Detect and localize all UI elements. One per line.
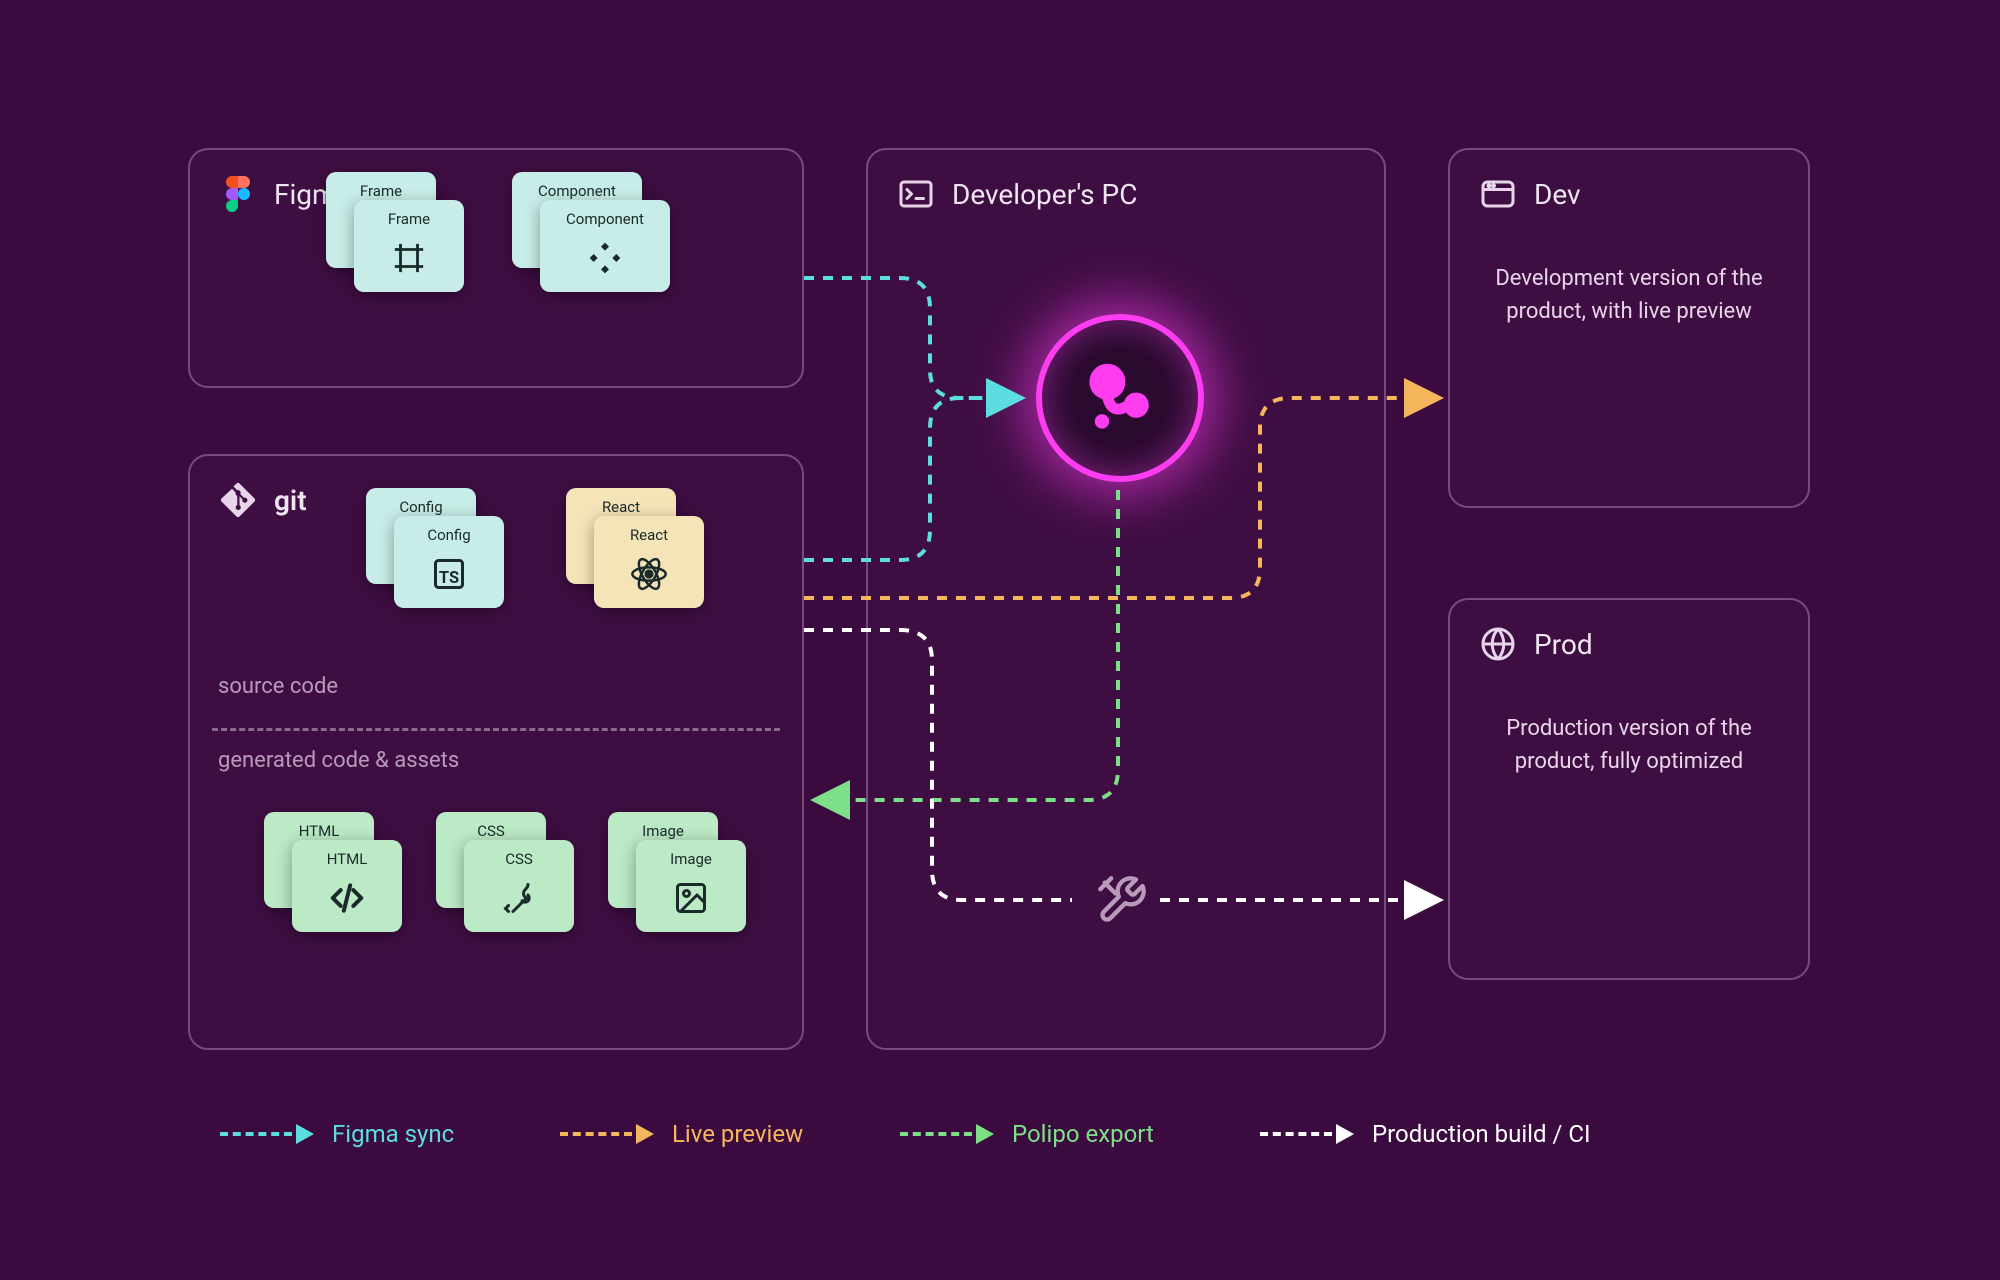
legend-line xyxy=(900,1132,972,1136)
image-card-front: Image xyxy=(636,840,746,932)
legend-arrow-icon xyxy=(296,1124,314,1144)
legend-polipo-export: Polipo export xyxy=(900,1120,1154,1148)
config-card-front: Config TS xyxy=(394,516,504,608)
frame-card-stack: Frame Frame xyxy=(326,172,456,302)
generated-code-label: generated code & assets xyxy=(218,748,459,773)
git-title: git xyxy=(274,484,307,517)
dev-title: Dev xyxy=(1534,178,1581,211)
git-divider xyxy=(212,728,780,731)
html-card-front: HTML xyxy=(292,840,402,932)
dev-description: Development version of the product, with… xyxy=(1450,262,1808,328)
legend-label: Production build / CI xyxy=(1372,1120,1591,1148)
prod-header: Prod xyxy=(1450,600,1808,672)
legend-label: Polipo export xyxy=(1012,1120,1154,1148)
image-icon xyxy=(669,876,713,920)
figma-header: Figma xyxy=(190,150,802,222)
frame-icon xyxy=(387,236,431,280)
react-card-stack: React React xyxy=(566,488,696,618)
terminal-icon xyxy=(898,176,934,212)
html-icon xyxy=(325,876,369,920)
polipo-logo xyxy=(1036,314,1204,482)
prod-description: Production version of the product, fully… xyxy=(1450,712,1808,778)
image-card-stack: Image Image xyxy=(608,812,738,942)
developer-title: Developer's PC xyxy=(952,178,1137,211)
figma-panel: Figma xyxy=(188,148,804,388)
css-card-front: CSS xyxy=(464,840,574,932)
dev-panel: Dev Development version of the product, … xyxy=(1448,148,1810,508)
config-card-stack: Config Config TS xyxy=(366,488,496,618)
prod-title: Prod xyxy=(1534,628,1593,661)
git-logo-icon xyxy=(220,482,256,518)
legend-arrow-icon xyxy=(976,1124,994,1144)
component-icon xyxy=(583,236,627,280)
legend-live-preview: Live preview xyxy=(560,1120,803,1148)
html-card-stack: HTML HTML xyxy=(264,812,394,942)
legend-arrow-icon xyxy=(636,1124,654,1144)
polipo-glyph-icon xyxy=(1075,353,1165,443)
react-icon xyxy=(627,552,671,596)
component-card-stack: Component Component xyxy=(512,172,642,302)
window-icon xyxy=(1480,176,1516,212)
legend-label: Figma sync xyxy=(332,1120,454,1148)
legend-line xyxy=(220,1132,292,1136)
react-card-front: React xyxy=(594,516,704,608)
developer-header: Developer's PC xyxy=(868,150,1384,222)
legend-arrow-icon xyxy=(1336,1124,1354,1144)
prod-panel: Prod Production version of the product, … xyxy=(1448,598,1810,980)
css-icon xyxy=(497,876,541,920)
legend-figma-sync: Figma sync xyxy=(220,1120,454,1148)
legend-line xyxy=(1260,1132,1332,1136)
dev-header: Dev xyxy=(1450,150,1808,222)
ts-icon: TS xyxy=(427,552,471,596)
css-card-stack: CSS CSS xyxy=(436,812,566,942)
source-code-label: source code xyxy=(218,674,338,699)
tools-icon xyxy=(1096,874,1148,930)
legend-line xyxy=(560,1132,632,1136)
legend-prod-build: Production build / CI xyxy=(1260,1120,1591,1148)
globe-icon xyxy=(1480,626,1516,662)
frame-card-front: Frame xyxy=(354,200,464,292)
component-card-front: Component xyxy=(540,200,670,292)
legend-label: Live preview xyxy=(672,1120,803,1148)
figma-logo-icon xyxy=(220,176,256,212)
svg-text:TS: TS xyxy=(439,569,459,588)
